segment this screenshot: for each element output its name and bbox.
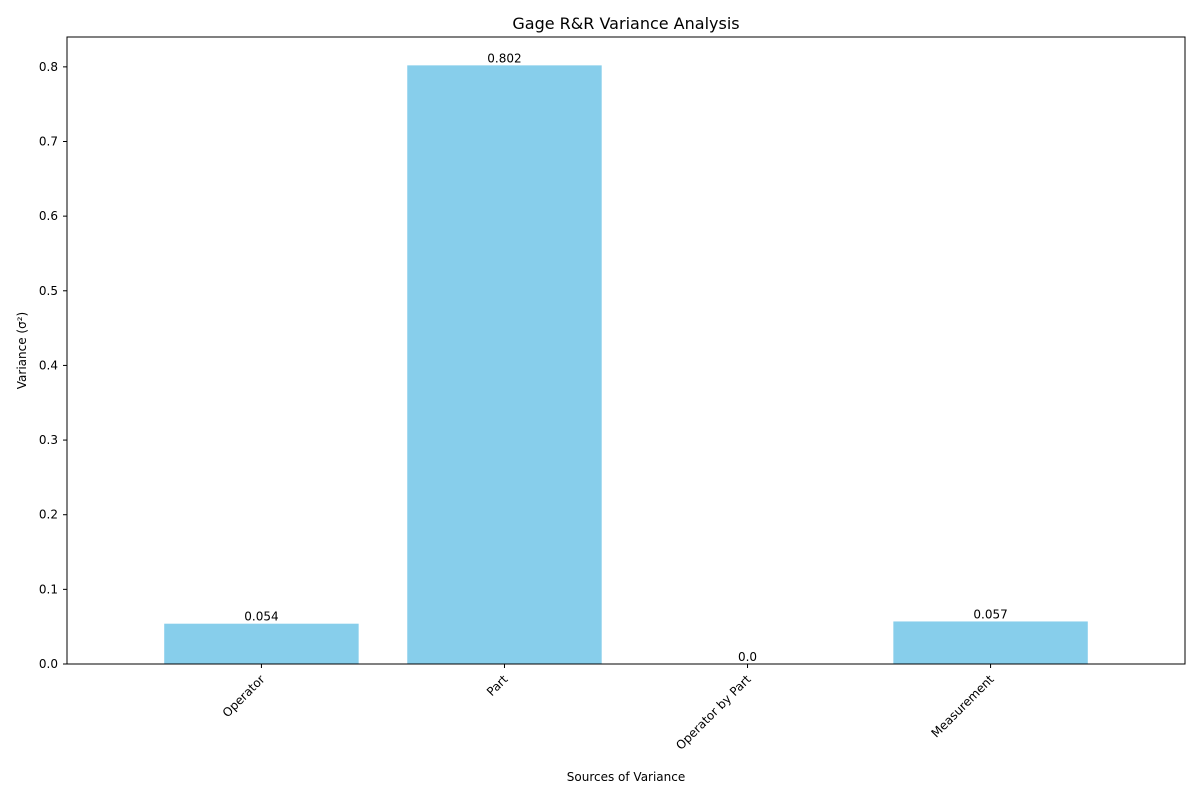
bar-measurement: [893, 621, 1088, 664]
data-label-operator: 0.054: [244, 610, 278, 624]
y-tick-label: 0.7: [39, 135, 58, 149]
plot-frame: [66, 36, 1186, 665]
data-labels: 0.054 0.802 0.0 0.057: [244, 51, 1007, 664]
y-axis-label: Variance (σ²): [15, 312, 29, 389]
chart-title: Gage R&R Variance Analysis: [512, 14, 739, 33]
y-tick-label: 0.4: [39, 358, 58, 372]
data-label-measurement: 0.057: [973, 607, 1007, 621]
y-tick-label: 0.6: [39, 209, 58, 223]
axes-layer: [66, 36, 1186, 665]
y-tick-label: 0.1: [39, 582, 58, 596]
bars-layer: [164, 65, 1088, 665]
x-tick-label: Operator by Part: [673, 672, 754, 753]
x-tick-label: Part: [484, 672, 511, 699]
y-tick-label: 0.5: [39, 284, 58, 298]
x-tick-label: Operator: [220, 672, 268, 720]
bar-part: [407, 65, 602, 665]
y-tick-label: 0.2: [39, 508, 58, 522]
y-tick-label: 0.0: [39, 657, 58, 671]
y-tick-label: 0.3: [39, 433, 58, 447]
data-label-operator-by-part: 0.0: [738, 650, 757, 664]
y-ticks: 0.0 0.1 0.2 0.3 0.4 0.5 0.6 0.7 0.8: [39, 60, 67, 671]
x-ticks: Operator Part Operator by Part Measurement: [220, 664, 997, 753]
x-axis-label: Sources of Variance: [567, 770, 686, 784]
y-tick-label: 0.8: [39, 60, 58, 74]
data-label-part: 0.802: [487, 51, 521, 65]
bar-operator: [164, 623, 359, 664]
x-tick-label: Measurement: [929, 672, 997, 740]
